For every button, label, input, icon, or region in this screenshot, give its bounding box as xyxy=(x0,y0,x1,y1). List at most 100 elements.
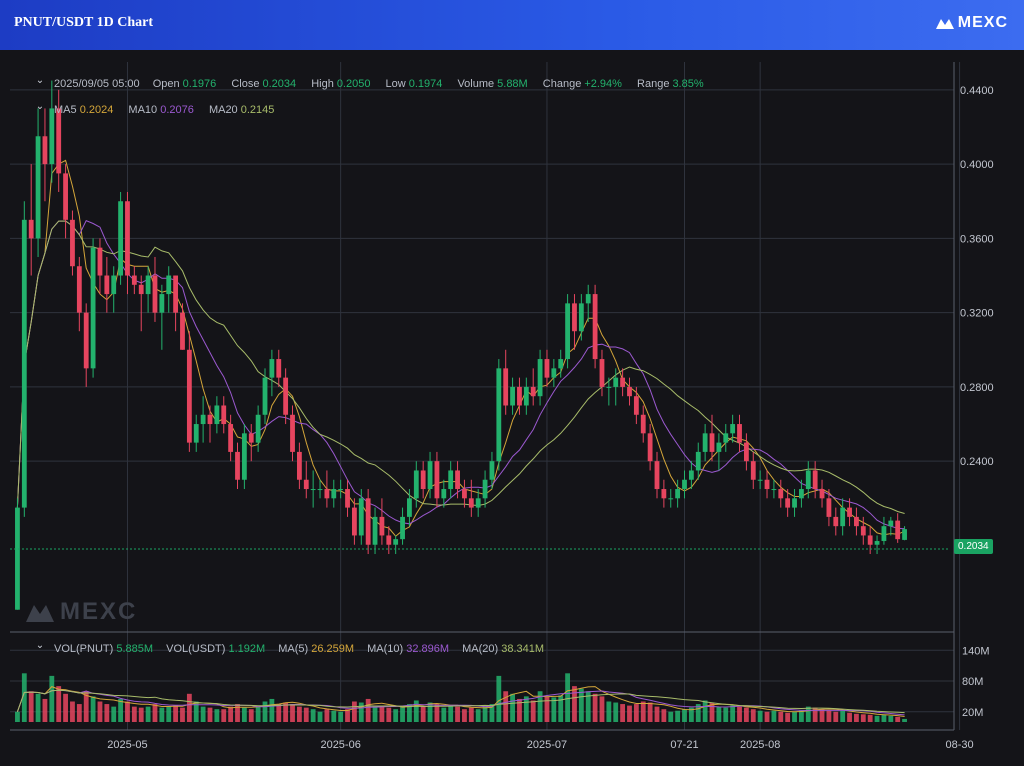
ma10-line xyxy=(16,220,905,530)
ma10-value: 0.2076 xyxy=(160,104,194,116)
close-label: Close xyxy=(231,78,260,90)
candle-body xyxy=(702,433,708,452)
candle-body xyxy=(345,489,350,508)
time-tick-label: 07-21 xyxy=(670,739,698,751)
ma10-label: MA10 xyxy=(128,104,158,116)
volume-bar xyxy=(496,675,502,722)
collapse-ohlc-chevron-icon[interactable]: ⌄ xyxy=(35,75,45,86)
watermark: MEXC xyxy=(26,598,137,626)
vol-pnut-label: VOL(PNUT) xyxy=(54,643,114,655)
candle-body xyxy=(434,461,440,499)
ma5-label: MA5 xyxy=(54,104,77,116)
candle-body xyxy=(173,275,179,313)
volume-bar xyxy=(661,709,667,722)
volume-ma20-line xyxy=(16,689,905,714)
collapse-ma-chevron-icon[interactable]: ⌄ xyxy=(35,101,45,112)
volume-bar xyxy=(668,711,674,722)
volume-bar xyxy=(317,711,323,722)
volume-bar xyxy=(606,701,612,722)
candle-body xyxy=(523,386,529,406)
candle-body xyxy=(606,386,612,388)
volume-bar xyxy=(551,697,557,722)
candle-body xyxy=(544,359,550,378)
volume-bar xyxy=(83,691,89,722)
chart-header: PNUT/USDT 1D Chart MEXC xyxy=(0,0,1024,50)
volume-bar xyxy=(840,710,846,722)
volume-bar xyxy=(613,702,619,722)
open-label: Open xyxy=(152,78,180,90)
candle-body xyxy=(688,470,694,480)
volume-bar xyxy=(104,704,110,722)
time-tick-label: 2025-08 xyxy=(740,739,780,751)
volume-bar xyxy=(523,696,529,722)
volume-bar xyxy=(193,701,199,722)
candle-body xyxy=(785,498,791,508)
candle-body xyxy=(283,377,289,415)
candle-body xyxy=(503,368,509,406)
ma-legend: MA5 0.2024 MA10 0.2076 MA20 0.2145 xyxy=(54,104,274,116)
candle-body xyxy=(276,359,282,378)
candle-body xyxy=(585,294,591,304)
vol-usdt-label: VOL(USDT) xyxy=(166,643,226,655)
volume-bar xyxy=(441,707,447,722)
volume-bar xyxy=(716,706,722,722)
candle-body xyxy=(496,368,502,462)
volume-bar xyxy=(241,707,247,722)
volume-bar xyxy=(70,701,75,722)
volume-bar xyxy=(207,707,213,722)
candle-body xyxy=(104,275,110,295)
candle-body xyxy=(592,294,598,360)
volume-bar xyxy=(510,693,515,722)
collapse-volume-chevron-icon[interactable]: ⌄ xyxy=(35,640,45,651)
candle-body xyxy=(290,414,295,452)
volume-bar xyxy=(867,714,873,722)
volume-bar xyxy=(221,709,227,722)
candle-body xyxy=(420,470,426,490)
range-label: Range xyxy=(637,78,670,90)
volume-bar xyxy=(599,696,605,722)
volume-value: 5.88M xyxy=(497,78,528,90)
change-value: +2.94% xyxy=(584,78,622,90)
candle-body xyxy=(186,349,192,443)
candle-body xyxy=(193,424,199,443)
candle-body xyxy=(296,451,302,480)
brand-logo: MEXC xyxy=(935,14,1008,32)
volume-bar xyxy=(778,711,784,722)
volume-bar xyxy=(386,707,392,722)
vol-ma20-label: MA(20) xyxy=(462,643,499,655)
price-tick-label: 0.2400 xyxy=(960,456,994,468)
candle-body xyxy=(530,386,536,397)
volume-bar xyxy=(28,691,34,722)
candle-body xyxy=(737,424,742,443)
candle-body xyxy=(228,424,234,452)
candle-body xyxy=(63,173,68,220)
volume-bar xyxy=(592,693,598,722)
ma20-label: MA20 xyxy=(208,104,238,116)
volume-bar xyxy=(200,706,206,722)
volume-bar xyxy=(379,706,385,722)
candle-body xyxy=(578,303,584,332)
volume-bar xyxy=(833,711,839,722)
candle-body xyxy=(812,470,818,490)
candle-body xyxy=(310,489,316,491)
volume-bar xyxy=(448,705,454,722)
candle-body xyxy=(56,108,62,174)
candle-body xyxy=(407,498,412,517)
mexc-logo-icon xyxy=(935,19,954,29)
candle-body xyxy=(675,489,681,499)
volume-bar xyxy=(475,709,481,722)
candle-body xyxy=(42,136,48,165)
volume-bar xyxy=(131,706,137,722)
candle-body xyxy=(867,535,873,545)
ma5-value: 0.2024 xyxy=(79,104,114,116)
volume-bar xyxy=(854,713,859,722)
volume-bar xyxy=(517,698,522,722)
candle-body xyxy=(826,498,832,517)
candle-body xyxy=(881,526,887,542)
info-date: 2025/09/05 05:00 xyxy=(54,78,140,90)
candlestick-chart[interactable]: 0.4400 0.4000 0.3600 0.3200 0.2800 0.2400 140M… xyxy=(0,50,1024,766)
volume-bar xyxy=(393,709,399,722)
candle-body xyxy=(819,489,825,499)
volume-bar xyxy=(413,700,419,722)
candle-body xyxy=(365,498,371,545)
